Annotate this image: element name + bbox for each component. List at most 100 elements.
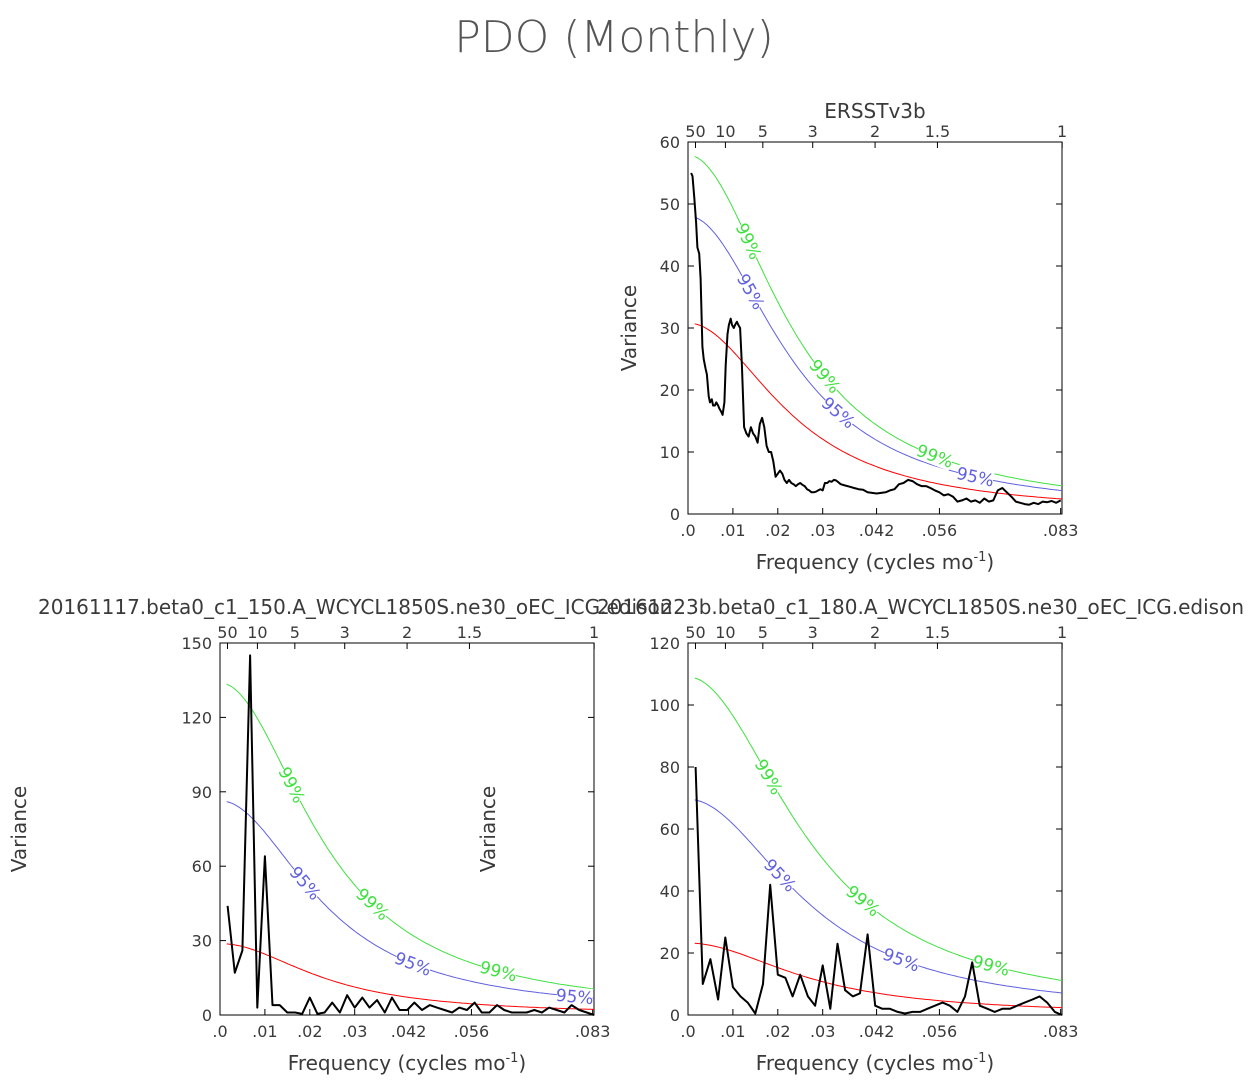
period-tick-label: 10 bbox=[715, 623, 735, 642]
x-tick-label: .03 bbox=[810, 1022, 835, 1041]
period-tick-label: 50 bbox=[685, 623, 705, 642]
ci-label-bg bbox=[881, 944, 922, 975]
spectrum-line bbox=[226, 654, 595, 1016]
ci95-label: 95% bbox=[732, 271, 768, 314]
period-tick-label: 2 bbox=[402, 623, 412, 642]
y-tick-label: 0 bbox=[202, 1006, 212, 1025]
ci95-label: 95% bbox=[555, 986, 594, 1009]
x-tick-label: .03 bbox=[810, 521, 835, 540]
period-tick-label: 5 bbox=[290, 623, 300, 642]
period-tick-label: 50 bbox=[217, 623, 237, 642]
ci-label-bg bbox=[732, 220, 765, 262]
x-tick-label: .042 bbox=[391, 1022, 427, 1041]
ci99-label: 99% bbox=[477, 958, 519, 987]
ci99-label: 99% bbox=[842, 882, 884, 922]
ci95-curve bbox=[694, 799, 1063, 994]
red-noise-curve bbox=[226, 943, 595, 1010]
y-tick-label: 40 bbox=[660, 882, 680, 901]
y-tick-label: 40 bbox=[660, 257, 680, 276]
y-tick-label: 60 bbox=[192, 857, 212, 876]
y-tick-label: 0 bbox=[670, 1006, 680, 1025]
spectrum-line bbox=[690, 172, 1062, 506]
x-axis-label-sup: -1 bbox=[505, 1051, 518, 1066]
y-tick-label: 10 bbox=[660, 443, 680, 462]
ci-label-bg bbox=[971, 952, 1011, 979]
y-tick-label: 20 bbox=[660, 381, 680, 400]
y-tick-label: 30 bbox=[192, 932, 212, 951]
ci99-label: 99% bbox=[351, 885, 392, 925]
ci99-label: 99% bbox=[731, 220, 765, 263]
x-axis-label-main: Frequency (cycles mo bbox=[756, 1051, 974, 1075]
panel-ersstv3b: 0 10 20 30 40 50 60 .0 .01 .02 .03 .042 .056 .083 50 10… bbox=[617, 99, 1078, 574]
period-tick-label: 3 bbox=[808, 122, 818, 141]
y-tick-label: 60 bbox=[660, 820, 680, 839]
y-tick-label: 120 bbox=[649, 634, 680, 653]
period-tick-label: 10 bbox=[247, 623, 267, 642]
x-axis-label: Frequency (cycles mo-1) bbox=[288, 1051, 526, 1075]
ci95-label: 95% bbox=[880, 945, 922, 977]
red-noise-curve bbox=[694, 323, 1063, 500]
x-axis-label-end: ) bbox=[986, 1051, 994, 1075]
period-tick-label: 1.5 bbox=[925, 122, 950, 141]
y-tick-label: 0 bbox=[670, 505, 680, 524]
period-tick-label: 5 bbox=[758, 122, 768, 141]
period-tick-label: 2 bbox=[870, 122, 880, 141]
x-tick-label: .01 bbox=[252, 1022, 277, 1041]
ci95-label: 95% bbox=[391, 949, 433, 981]
ci99-label: 99% bbox=[750, 756, 786, 799]
y-tick-label: 100 bbox=[649, 696, 680, 715]
panel-title: 20161223b.beta0_c1_180.A_WCYCL1850S.ne30… bbox=[597, 595, 1244, 619]
x-tick-label: .056 bbox=[454, 1022, 490, 1041]
x-tick-label: .01 bbox=[720, 521, 745, 540]
period-tick-label: 3 bbox=[808, 623, 818, 642]
figure-title: PDO (Monthly) bbox=[454, 12, 774, 63]
y-tick-label: 20 bbox=[660, 944, 680, 963]
x-axis-label-main: Frequency (cycles mo bbox=[756, 550, 974, 574]
x-axis-label-end: ) bbox=[986, 550, 994, 574]
ci99-curve bbox=[694, 677, 1063, 981]
spectrum-line bbox=[694, 766, 1063, 1016]
y-tick-label: 60 bbox=[660, 133, 680, 152]
period-tick-label: 1.5 bbox=[925, 623, 950, 642]
x-axis-label-sup: -1 bbox=[973, 550, 986, 565]
y-tick-label: 120 bbox=[181, 708, 212, 727]
period-tick-label: 50 bbox=[685, 122, 705, 141]
ci-label-bg bbox=[478, 957, 519, 985]
x-tick-label: .083 bbox=[575, 1022, 611, 1041]
x-tick-label: .02 bbox=[297, 1022, 322, 1041]
y-tick-label: 30 bbox=[660, 319, 680, 338]
period-tick-label: 5 bbox=[758, 623, 768, 642]
ci-label-bg bbox=[843, 882, 883, 920]
x-axis-label-end: ) bbox=[518, 1051, 526, 1075]
ci95-label: 95% bbox=[817, 393, 859, 433]
ci-label-bg bbox=[752, 756, 786, 797]
period-tick-label: 10 bbox=[715, 122, 735, 141]
y-tick-label: 90 bbox=[192, 783, 212, 802]
ci95-label: 95% bbox=[759, 855, 800, 896]
red-noise-curve bbox=[694, 942, 1063, 1009]
x-tick-label: .01 bbox=[720, 1022, 745, 1041]
ci-label-bg bbox=[286, 863, 324, 903]
ci-label-bg bbox=[393, 948, 434, 979]
ci-label-bg bbox=[806, 356, 844, 396]
ci99-label: 99% bbox=[970, 952, 1012, 981]
period-tick-label: 3 bbox=[340, 623, 350, 642]
panel-beta0-c1-150: 0 30 60 90 120 150 .0 .01 .02 .03 .042 .056 .083 50 10… bbox=[7, 595, 672, 1075]
ci-label-bg bbox=[914, 441, 955, 471]
x-tick-label: .042 bbox=[859, 521, 895, 540]
period-tick-label: 1 bbox=[1057, 623, 1067, 642]
panel-title: ERSSTv3b bbox=[824, 99, 925, 123]
x-tick-label: .0 bbox=[212, 1022, 227, 1041]
ci-label-bg bbox=[353, 885, 392, 923]
x-tick-label: .0 bbox=[680, 1022, 695, 1041]
ci-label-bg bbox=[734, 271, 768, 312]
ci-label-bg bbox=[555, 985, 594, 1008]
period-tick-label: 1 bbox=[589, 623, 599, 642]
y-axis-label: Variance bbox=[617, 285, 641, 371]
y-axis-label: Variance bbox=[7, 786, 31, 872]
period-tick-label: 2 bbox=[870, 623, 880, 642]
x-tick-label: .03 bbox=[342, 1022, 367, 1041]
ci99-curve bbox=[694, 155, 1063, 487]
y-axis-label: Variance bbox=[476, 786, 500, 872]
